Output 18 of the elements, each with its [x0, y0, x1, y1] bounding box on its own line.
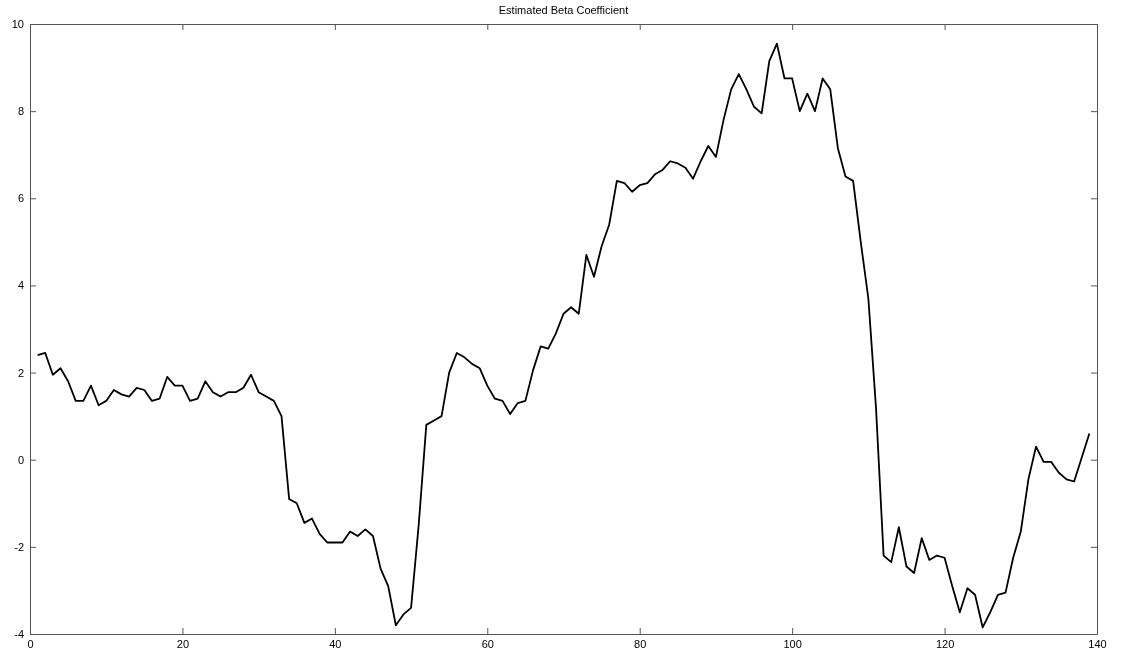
chart-title: Estimated Beta Coefficient — [498, 4, 629, 16]
y-tick-label: 10 — [11, 18, 24, 31]
line-series — [36, 42, 1091, 629]
y-tick-label: -4 — [14, 628, 24, 641]
y-tick-label: 6 — [17, 192, 24, 205]
x-tick-label: 60 — [481, 637, 494, 650]
x-tick-label: 140 — [1088, 637, 1107, 650]
x-tick-label: 0 — [27, 637, 34, 650]
y-tick-label: 4 — [17, 279, 24, 292]
y-tick-label: -2 — [14, 540, 24, 553]
x-tick-label: 20 — [176, 637, 190, 650]
x-tick-label: 100 — [783, 637, 802, 650]
x-tick-label: 120 — [935, 637, 955, 650]
x-tick-label: 80 — [634, 637, 647, 650]
y-tick-label: 2 — [17, 366, 24, 379]
x-tick-label: 40 — [329, 637, 342, 650]
y-tick-label: 0 — [17, 453, 24, 466]
y-tick-label: 8 — [17, 105, 24, 118]
